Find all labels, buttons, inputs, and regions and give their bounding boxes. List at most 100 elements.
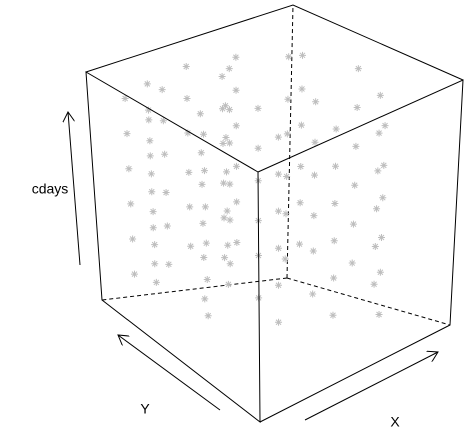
point <box>163 222 171 230</box>
point <box>232 86 240 94</box>
point <box>331 199 339 207</box>
point <box>330 237 338 245</box>
point <box>225 106 233 114</box>
points <box>121 51 389 326</box>
point <box>254 104 262 112</box>
point <box>186 203 194 211</box>
point <box>332 162 340 170</box>
box-edge <box>85 4 464 81</box>
point <box>162 189 170 197</box>
point <box>232 53 240 61</box>
point <box>159 117 167 125</box>
y-axis-arrow <box>118 335 221 411</box>
point <box>330 274 338 282</box>
front-edges <box>85 4 464 424</box>
point <box>161 150 169 158</box>
point <box>329 311 337 319</box>
point <box>232 122 240 130</box>
x-axis-label: X <box>390 414 400 430</box>
point <box>376 91 384 99</box>
point <box>377 233 385 241</box>
point <box>147 170 155 178</box>
point <box>200 130 208 138</box>
point <box>282 210 290 218</box>
point <box>373 205 381 213</box>
point <box>200 253 208 261</box>
box-edge <box>85 71 464 424</box>
point <box>123 130 131 138</box>
point <box>129 235 137 243</box>
point <box>144 106 152 114</box>
point <box>285 53 293 61</box>
point <box>149 208 157 216</box>
point <box>149 224 157 232</box>
y-axis-label: Y <box>140 401 150 417</box>
point <box>312 98 320 106</box>
point <box>380 161 388 169</box>
point <box>296 240 304 248</box>
point <box>351 181 359 189</box>
point <box>284 95 292 103</box>
point <box>274 133 282 141</box>
point <box>352 142 360 150</box>
box-edge <box>101 277 288 301</box>
point <box>381 122 389 130</box>
point <box>348 259 356 267</box>
point <box>219 105 227 113</box>
point <box>218 72 226 80</box>
point <box>152 278 160 286</box>
box-edge <box>286 4 294 279</box>
point <box>125 165 133 173</box>
point <box>130 270 138 278</box>
point <box>221 102 229 110</box>
point <box>201 295 209 303</box>
point <box>182 63 190 71</box>
point <box>274 244 282 252</box>
z-axis-arrow <box>68 112 81 266</box>
x-axis-arrow <box>304 352 438 421</box>
point <box>143 80 151 88</box>
point <box>223 168 231 176</box>
point <box>184 129 192 137</box>
point <box>311 171 319 179</box>
point <box>309 290 317 298</box>
z-axis-label: cdays <box>32 181 69 197</box>
point <box>185 168 193 176</box>
point <box>281 255 289 263</box>
point <box>183 95 191 103</box>
point <box>275 281 283 289</box>
point <box>353 103 361 111</box>
point <box>127 200 135 208</box>
point <box>374 167 382 175</box>
point <box>299 51 307 59</box>
point <box>371 243 379 251</box>
point <box>233 239 241 247</box>
point <box>226 139 234 147</box>
point <box>349 220 357 228</box>
point <box>151 241 159 249</box>
point <box>220 179 228 187</box>
point <box>145 116 153 124</box>
point <box>165 260 173 268</box>
point <box>310 212 318 220</box>
point <box>375 129 383 137</box>
point <box>226 216 234 224</box>
point <box>379 194 387 202</box>
point <box>283 130 291 138</box>
point <box>296 199 304 207</box>
point <box>146 137 154 145</box>
point <box>226 260 234 268</box>
point <box>224 241 232 249</box>
point <box>311 138 319 146</box>
point <box>197 149 205 157</box>
point <box>376 268 384 276</box>
point <box>283 173 291 181</box>
point <box>354 65 362 73</box>
back-edges <box>101 4 451 326</box>
point <box>297 121 305 129</box>
point <box>226 180 234 188</box>
point <box>298 85 306 93</box>
point <box>275 318 283 326</box>
